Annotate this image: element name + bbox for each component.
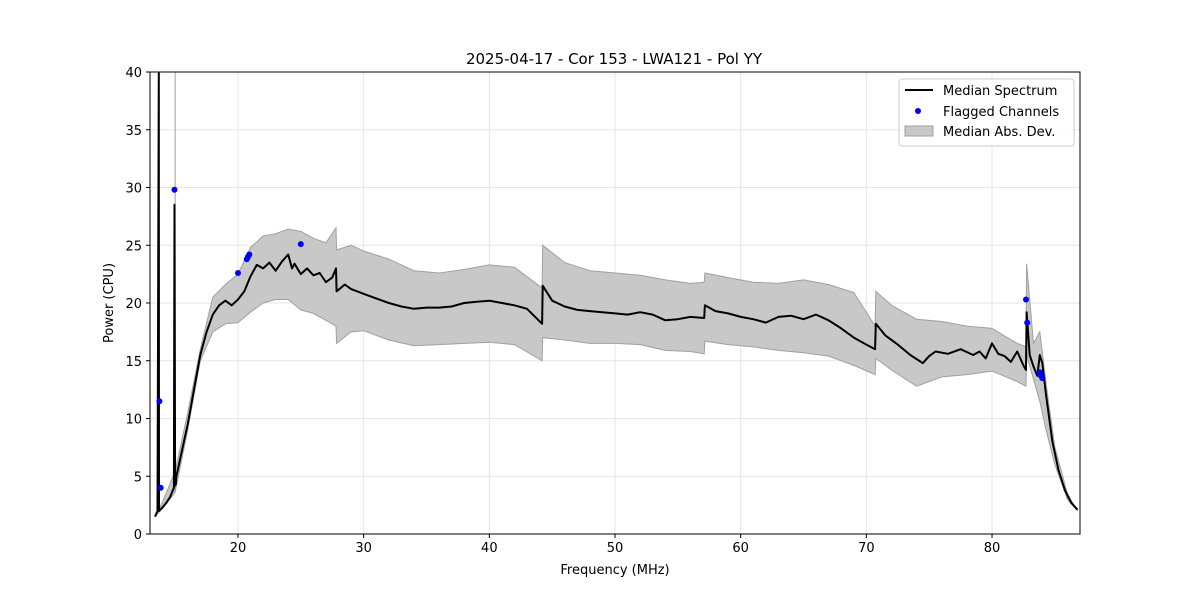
median-spectrum-line [154,72,1079,518]
flagged-channel-point [297,241,304,248]
legend-band-swatch [904,125,934,137]
x-tick-label: 60 [732,541,749,556]
flagged-channel-point [156,398,163,405]
flagged-channel-point [246,251,253,258]
y-tick-label: 35 [125,124,142,139]
legend-box [898,78,1075,147]
flagged-channel-point [1024,319,1031,326]
x-axis-ticks: 20 30 40 50 60 70 80 [230,534,1001,556]
x-tick-label: 40 [481,541,498,556]
median-spectrum [154,72,1079,518]
flagged-channel-point [157,484,164,491]
x-tick-label: 30 [355,541,372,556]
legend-label-mad: Median Abs. Dev. [943,125,1055,140]
x-tick-label: 20 [230,541,247,556]
y-tick-label: 5 [134,470,142,485]
x-tick-label: 70 [858,541,875,556]
y-axis-label: Power (CPU) [102,263,117,343]
y-tick-label: 20 [125,297,142,312]
y-tick-label: 25 [125,239,142,254]
y-tick-label: 30 [125,182,142,197]
y-axis-ticks: 0 5 10 15 20 25 30 35 40 [125,66,150,543]
legend-label-flagged: Flagged Channels [943,105,1059,120]
x-tick-label: 50 [607,541,624,556]
mad-band-area [154,226,1078,518]
flagged-channel-point [171,186,178,193]
flagged-channel-point [1023,296,1029,303]
flagged-points [156,186,1046,491]
y-tick-label: 40 [125,66,142,81]
y-tick-label: 0 [134,528,142,543]
x-axis-label: Frequency (MHz) [560,563,669,578]
legend-label-median: Median Spectrum [943,84,1057,99]
y-tick-label: 10 [125,413,142,428]
flagged-channel-point [1039,375,1046,382]
flagged-channel-point [235,270,241,276]
legend: Median Spectrum Flagged Channels Median … [898,78,1075,147]
x-tick-label: 80 [984,541,1001,556]
chart-title: 2025-04-17 - Cor 153 - LWA121 - Pol YY [466,50,763,68]
y-tick-label: 15 [125,355,142,370]
legend-marker-swatch [915,108,921,114]
